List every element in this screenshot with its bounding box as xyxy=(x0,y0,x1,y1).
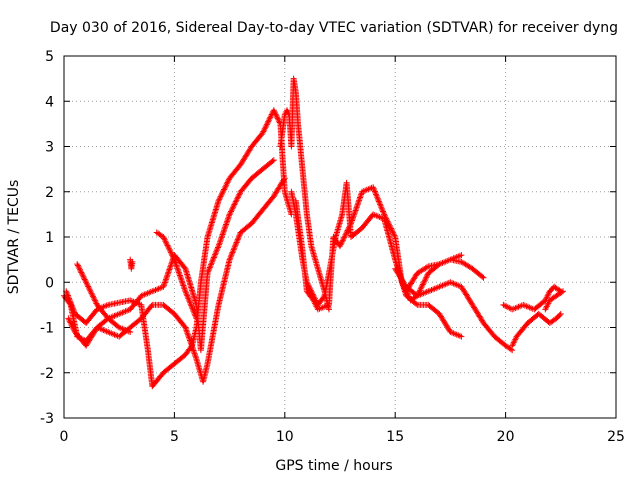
y-tick-label: 5 xyxy=(45,49,54,65)
axis-ticks: 0 5 10 15 20 25 -3 -2 -1 0 1 2 3 4 5 xyxy=(40,49,625,445)
y-tick-label: 0 xyxy=(45,275,54,291)
y-axis-label: SDTVAR / TECUs xyxy=(6,180,22,295)
x-tick-label: 0 xyxy=(60,429,69,445)
x-tick-label: 15 xyxy=(386,429,404,445)
y-tick-label: 3 xyxy=(45,140,54,156)
y-tick-label: 1 xyxy=(45,230,54,246)
data-point-markers xyxy=(61,75,566,390)
y-tick-label: -3 xyxy=(40,411,54,427)
y-tick-label: 2 xyxy=(45,185,54,201)
x-tick-label: 20 xyxy=(497,429,515,445)
x-tick-label: 25 xyxy=(607,429,625,445)
y-tick-label: -1 xyxy=(40,321,54,337)
x-axis-label: GPS time / hours xyxy=(275,458,392,474)
x-tick-label: 5 xyxy=(170,429,179,445)
y-tick-label: -2 xyxy=(40,366,54,382)
x-tick-label: 10 xyxy=(276,429,294,445)
y-tick-label: 4 xyxy=(45,94,54,110)
plot-frame xyxy=(63,55,617,419)
data-points xyxy=(61,75,566,390)
chart-title: Day 030 of 2016, Sidereal Day-to-day VTE… xyxy=(50,20,618,36)
